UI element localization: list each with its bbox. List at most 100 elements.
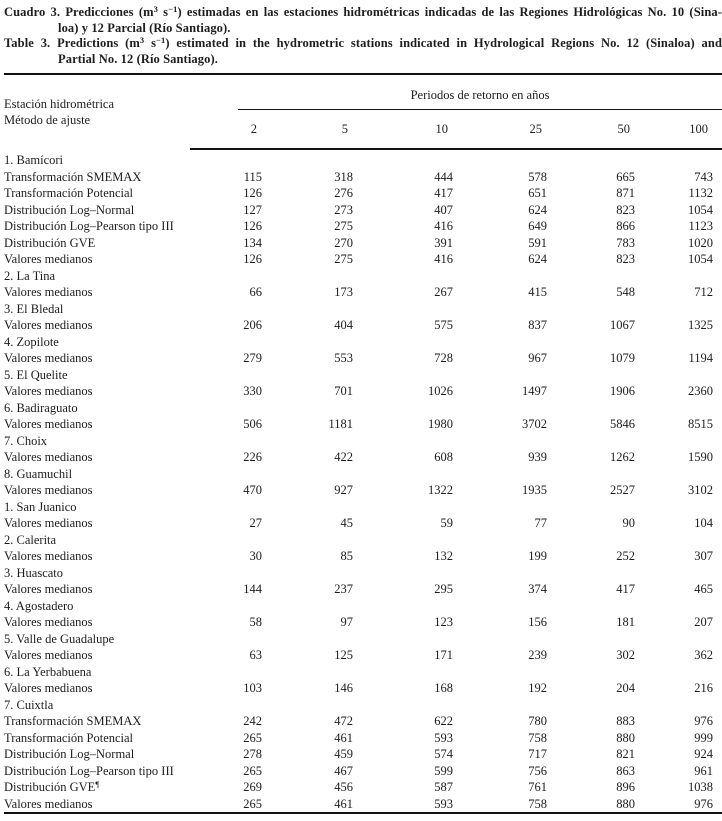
value-cell: 416 <box>434 219 453 233</box>
method-row: Distribución GVE¶ 269 456 587 761 896 1038 <box>4 779 722 796</box>
value-cell: 415 <box>528 285 547 299</box>
value-cell: 1123 <box>688 219 714 233</box>
station-name: 7. Choix <box>4 433 48 448</box>
value-cell: 123 <box>434 615 453 629</box>
value-cell: 467 <box>334 763 353 778</box>
method-label-cell: Valores medianos <box>4 449 190 466</box>
station-name: 6. Badiraguato <box>4 400 78 415</box>
method-label: Valores medianos <box>4 549 93 563</box>
method-label: Valores medianos <box>4 681 93 695</box>
method-row: Valores medianos 279 553 728 967 1079 1194 <box>4 350 722 367</box>
value-cell: 780 <box>528 714 547 728</box>
value-cell: 608 <box>434 450 453 464</box>
value-cell: 275 <box>334 252 353 266</box>
method-row: Distribución Log–Normal 127 273 407 624 823 10… <box>4 202 722 219</box>
method-row: Distribución GVE 134 270 391 591 783 1020 <box>4 235 722 252</box>
method-label-cell: Valores medianos <box>4 416 190 433</box>
value-cell: 273 <box>334 202 353 217</box>
method-label: Valores medianos <box>4 285 93 299</box>
value-cell: 999 <box>694 730 714 745</box>
value-cell: 226 <box>243 450 262 464</box>
value-cell: 1038 <box>688 780 714 794</box>
method-row: Transformación SMEMAX 115 318 444 578 665 743 <box>4 169 722 186</box>
method-row: Valores medianos 126 275 416 624 823 1054 <box>4 251 722 268</box>
stub-header-line1: Estación hidrométrica <box>4 96 115 111</box>
value-cell: 591 <box>528 235 547 250</box>
method-label-cell: Valores medianos <box>4 515 190 532</box>
value-cell: 237 <box>334 582 353 596</box>
period-col-header: 10 <box>362 110 462 150</box>
method-row: Valores medianos 27 45 59 77 90 104 <box>4 515 722 532</box>
period-col-header: 5 <box>271 110 362 150</box>
method-label: Valores medianos <box>4 615 93 629</box>
value-cell: 242 <box>243 714 262 728</box>
station-name: 4. Agostadero <box>4 598 74 613</box>
value-cell: 1054 <box>688 252 714 266</box>
caption-spanish: Cuadro 3. Predicciones (m3 s−1) estimada… <box>4 5 722 36</box>
value-cell: 761 <box>528 780 547 794</box>
value-cell: 85 <box>340 549 354 563</box>
station-row: 1. San Juanico <box>4 499 722 516</box>
value-cell: 204 <box>616 681 635 695</box>
value-cell: 1079 <box>610 351 635 365</box>
value-cell: 465 <box>694 582 714 596</box>
value-cell: 472 <box>334 714 353 728</box>
method-label: Valores medianos <box>4 582 93 596</box>
value-cell: 27 <box>249 516 263 530</box>
value-cell: 823 <box>616 252 635 266</box>
value-cell: 871 <box>616 186 635 200</box>
value-cell: 624 <box>528 202 547 217</box>
value-cell: 821 <box>616 747 635 761</box>
station-row: 3. El Bledal <box>4 301 722 318</box>
station-name: 3. El Bledal <box>4 301 64 316</box>
station-row: 2. Calerita <box>4 532 722 549</box>
value-cell: 252 <box>616 549 635 563</box>
value-cell: 1497 <box>522 384 547 398</box>
value-cell: 1194 <box>688 351 714 365</box>
period-col-header: 50 <box>556 110 644 150</box>
value-cell: 1020 <box>688 235 714 250</box>
value-cell: 417 <box>616 582 635 596</box>
value-cell: 461 <box>334 796 353 811</box>
station-row: 7. Cuixtla <box>4 697 722 714</box>
footnote-mark: ¶ <box>95 779 100 789</box>
value-cell: 1590 <box>688 450 714 464</box>
method-row: Valores medianos 470 927 1322 1935 2527 3102 <box>4 482 722 499</box>
value-cell: 168 <box>434 681 453 695</box>
value-cell: 115 <box>243 169 262 184</box>
value-cell: 1935 <box>522 483 547 497</box>
value-cell: 593 <box>434 796 453 811</box>
value-cell: 651 <box>528 186 547 200</box>
value-cell: 8515 <box>688 417 714 431</box>
value-cell: 59 <box>440 516 454 530</box>
method-label-cell: Distribución Log–Normal <box>4 746 190 763</box>
value-cell: 743 <box>694 169 714 184</box>
caption-text: s <box>144 36 157 50</box>
value-cell: 624 <box>528 252 547 266</box>
value-cell: 407 <box>434 202 453 217</box>
station-name: 2. Calerita <box>4 532 57 547</box>
value-cell: 1325 <box>688 318 714 332</box>
caption-spanish-line2: loa) y 12 Parcial (Río Santiago). <box>58 20 231 35</box>
value-cell: 90 <box>622 516 636 530</box>
stub-header: Estación hidrométrica Método de ajuste <box>4 74 190 149</box>
value-cell: 103 <box>243 681 262 695</box>
value-cell: 1067 <box>610 318 635 332</box>
method-label-cell: Distribución GVE <box>4 235 190 252</box>
value-cell: 330 <box>243 384 262 398</box>
method-label-cell: Distribución GVE¶ <box>4 779 190 796</box>
value-cell: 444 <box>434 169 453 184</box>
method-label: Distribución GVE <box>4 235 96 250</box>
value-cell: 295 <box>434 582 453 596</box>
value-cell: 701 <box>334 384 353 398</box>
method-row: Valores medianos 265 461 593 758 880 976 <box>4 796 722 814</box>
caption-superscript: 3 <box>139 35 145 45</box>
method-label: Valores medianos <box>4 318 93 332</box>
method-row: Valores medianos 66 173 267 415 548 712 <box>4 284 722 301</box>
value-cell: 97 <box>340 615 354 629</box>
station-name: 5. Valle de Guadalupe <box>4 631 115 646</box>
value-cell: 30 <box>249 549 263 563</box>
value-cell: 880 <box>616 796 635 811</box>
period-col-header: 100 <box>644 110 722 150</box>
value-cell: 3702 <box>522 417 547 431</box>
